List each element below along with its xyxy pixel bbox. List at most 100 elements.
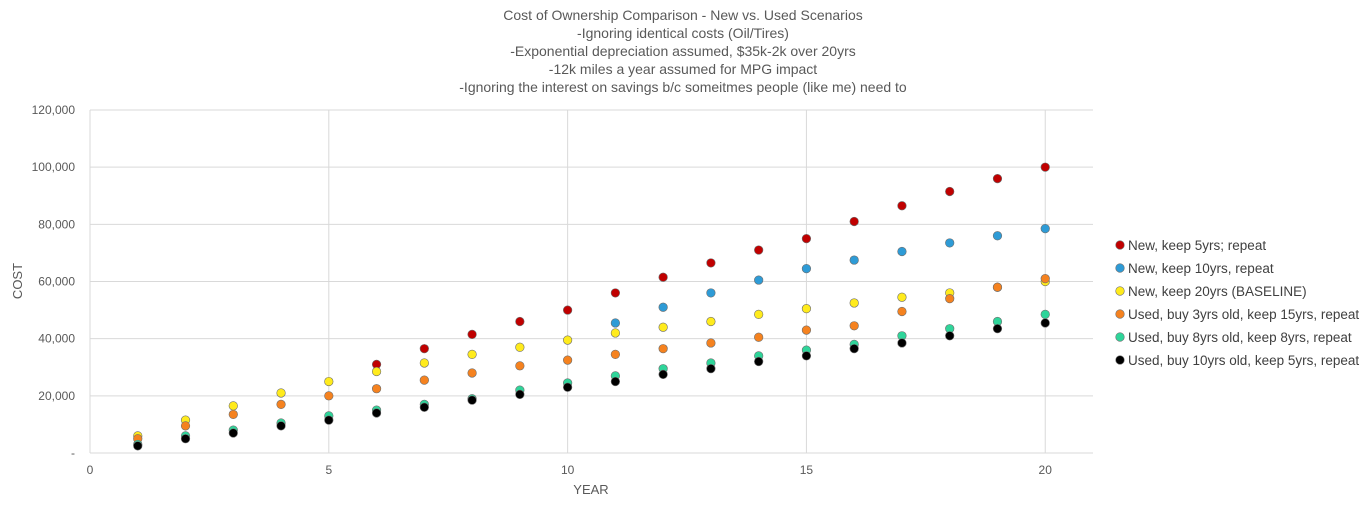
data-point [419,375,429,385]
x-tick-label: 10 [561,463,575,477]
data-point [849,344,859,354]
legend-item: New, keep 5yrs; repeat [1115,238,1266,253]
data-point [897,306,907,317]
legend-label: New, keep 20yrs (BASELINE) [1128,284,1307,299]
data-point [467,349,477,359]
data-point [706,316,716,327]
data-point [563,355,573,365]
data-point [563,382,573,392]
data-point [371,408,382,418]
data-point [801,325,812,335]
data-point [897,292,907,302]
data-point [610,349,620,359]
series-4 [133,274,1050,444]
data-point [324,415,334,425]
data-point [324,391,334,401]
legend-marker [1115,332,1125,342]
data-point [754,332,764,342]
x-axis-label: YEAR [573,482,608,497]
y-tick-label: - [71,446,75,460]
data-point [610,318,620,328]
data-point [563,335,573,345]
legend-item: Used, buy 8yrs old, keep 8yrs, repeat [1115,330,1352,345]
series-3 [133,276,1050,441]
series-6 [133,318,1050,451]
data-point [1040,274,1050,284]
data-point [228,401,238,411]
data-point [992,282,1003,292]
data-point [324,376,334,387]
data-point [180,434,191,444]
data-point [706,338,716,348]
data-point [1040,309,1050,319]
y-tick-label: 40,000 [38,332,75,346]
data-point [371,366,382,377]
data-point [754,309,764,319]
data-point [754,356,764,367]
data-point [754,275,764,285]
series-2 [610,224,1050,328]
data-point [945,294,955,304]
data-point [610,328,620,338]
data-point [801,234,812,244]
title-line-3: -Exponential depreciation assumed, $35k-… [510,43,856,59]
data-point [658,322,668,332]
data-point [276,388,286,398]
data-point [945,186,955,197]
data-point [801,304,812,314]
data-point [1040,318,1050,328]
data-point [945,331,955,341]
legend-label: Used, buy 10yrs old, keep 5yrs, repeat [1128,353,1359,368]
legend-item: Used, buy 10yrs old, keep 5yrs, repeat [1115,353,1359,368]
x-tick-label: 5 [325,463,332,477]
data-point [610,376,620,387]
chart-title: Cost of Ownership Comparison - New vs. U… [459,7,907,95]
y-tick-label: 100,000 [32,160,76,174]
series-5 [133,309,1050,450]
data-point [849,216,859,227]
data-point [706,288,716,298]
data-point [180,421,191,431]
data-point [945,238,955,248]
legend-label: New, keep 10yrs, repeat [1128,261,1274,276]
data-point [658,344,668,354]
data-point [515,316,525,327]
legend: New, keep 5yrs; repeat New, keep 10yrs, r… [1115,238,1359,368]
title-line-4: -12k miles a year assumed for MPG impact [549,61,818,77]
legend-marker [1115,263,1125,273]
x-tick-label: 20 [1039,463,1053,477]
data-point [992,231,1003,241]
data-point [897,201,907,211]
data-point [515,389,525,400]
legend-marker [1115,309,1125,319]
data-point [897,246,907,257]
x-tick-label: 0 [87,463,94,477]
title-line-2: -Ignoring identical costs (Oil/Tires) [577,25,789,41]
data-point [897,338,907,348]
data-point [992,324,1003,334]
legend-label: Used, buy 8yrs old, keep 8yrs, repeat [1128,330,1352,345]
y-tick-label: 80,000 [38,217,75,231]
legend-label: New, keep 5yrs; repeat [1128,238,1266,253]
data-point [1040,162,1050,172]
data-point [515,342,525,352]
legend-item: New, keep 20yrs (BASELINE) [1115,284,1307,299]
data-point [849,255,859,265]
y-tick-label: 20,000 [38,389,75,403]
data-points [133,162,1050,451]
data-point [801,351,812,361]
data-point [276,399,286,410]
data-point [228,428,238,438]
data-point [419,402,429,412]
title-line-5: -Ignoring the interest on savings b/c so… [459,79,907,95]
legend-marker [1115,240,1125,250]
data-point [706,258,716,268]
title-line-1: Cost of Ownership Comparison - New vs. U… [503,7,862,23]
gridlines [90,109,1093,453]
data-point [658,302,668,312]
data-point [419,358,429,368]
legend-item: Used, buy 3yrs old, keep 15yrs, repeat [1115,307,1359,322]
data-point [658,369,668,379]
